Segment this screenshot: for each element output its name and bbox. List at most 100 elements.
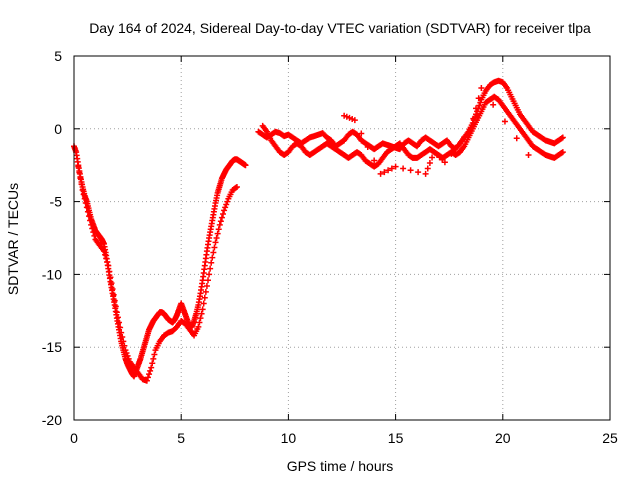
x-tick-label: 15 [388,430,404,446]
data-point [119,334,126,341]
data-point [224,198,231,205]
data-point [201,294,208,301]
data-point [106,268,113,275]
y-tick-label: -5 [50,194,63,210]
data-point [196,319,203,326]
y-tick-label: 5 [54,48,62,64]
data-point [211,244,218,251]
data-point [125,355,132,362]
data-point [195,323,202,330]
plot-frame [73,55,611,421]
data-point [121,342,128,349]
data-point [448,150,455,157]
data-point [90,229,97,236]
chart-title: Day 164 of 2024, Sidereal Day-to-day VTE… [89,20,591,36]
data-point [76,169,83,176]
data-point [143,377,150,384]
data-point [81,195,88,202]
data-point [218,214,225,221]
x-tick-label: 10 [281,430,297,446]
x-tick-label: 0 [70,430,78,446]
data-point [473,105,479,112]
data-point [490,101,497,108]
y-tick-label: -20 [42,412,62,428]
data-point [388,165,395,172]
data-point [107,274,114,281]
data-point [424,165,431,172]
data-point [210,249,217,256]
data-point [148,364,155,371]
data-point [392,163,399,170]
data-point [217,218,224,225]
data-point [222,204,229,211]
data-point [87,217,94,224]
data-point [371,157,378,164]
data-points-layer [71,77,566,384]
data-point [476,102,483,109]
data-point [209,254,216,261]
data-point [205,277,211,284]
data-point [149,360,156,367]
data-point [199,306,206,313]
data-point [242,162,249,169]
data-point [89,225,96,232]
data-point [198,310,205,317]
data-point [78,181,85,188]
data-point [113,309,120,316]
data-point [202,288,209,295]
data-point [83,204,90,211]
data-point [358,130,365,137]
data-point [103,255,110,262]
data-point [212,239,219,246]
data-point [470,115,477,122]
data-point [109,285,116,292]
data-point [88,221,95,228]
y-axis-label: SDTVAR / TECUs [5,183,21,295]
data-point [214,230,221,237]
data-point [120,338,127,345]
data-point [146,371,153,378]
x-tick-label: 20 [495,430,511,446]
x-tick-label: 25 [602,430,618,446]
data-point [351,117,358,124]
data-point [151,351,158,358]
data-point [223,201,230,208]
data-point [203,283,210,290]
data-point [147,367,154,374]
data-point [122,347,129,354]
data-point [475,95,482,102]
data-point [467,125,474,132]
data-point [208,259,215,266]
data-point [112,303,119,310]
data-point [80,191,87,198]
data-point [82,200,89,207]
data-point [91,232,98,239]
data-point [206,271,213,278]
data-point [381,169,388,176]
data-point [144,374,151,381]
data-point [197,315,204,322]
data-point [118,329,125,336]
ticks-layer: 0 5 10 15 20 25 5 0 -5 -10 -15 -20 [42,48,618,446]
data-point [79,186,86,193]
data-point [116,319,123,326]
data-point [108,280,115,287]
data-point [213,235,220,241]
data-point [207,265,214,272]
data-point [77,175,84,182]
data-point [233,184,240,191]
y-tick-label: -10 [42,266,62,282]
data-point [221,207,228,214]
data-point [200,300,207,307]
data-point [75,163,82,170]
data-point [415,169,422,176]
data-point [454,142,461,149]
data-point [123,350,130,357]
data-point [501,118,508,125]
data-point [477,99,484,106]
data-point [513,135,520,142]
data-point [429,154,436,161]
data-point [377,170,384,177]
data-point [559,134,566,141]
